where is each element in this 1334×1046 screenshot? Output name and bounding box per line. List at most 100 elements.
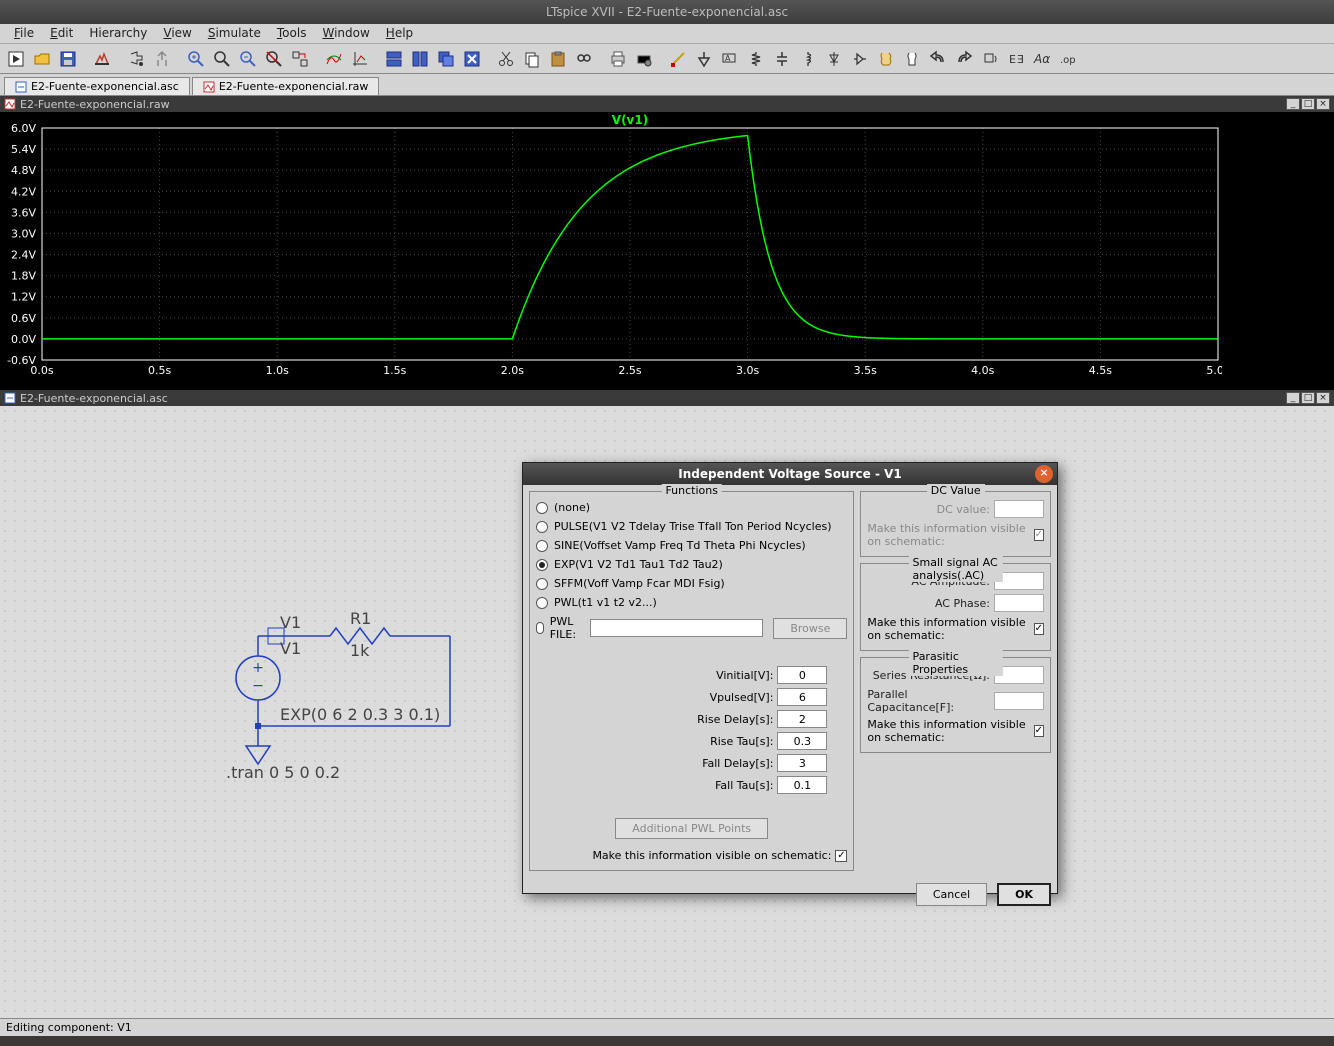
autorange-icon[interactable]: [288, 47, 312, 71]
redo-icon[interactable]: [952, 47, 976, 71]
open-icon[interactable]: [30, 47, 54, 71]
cut-icon[interactable]: [494, 47, 518, 71]
dialog-close-icon[interactable]: ×: [1035, 465, 1053, 483]
dc-value-input[interactable]: [994, 500, 1044, 518]
control-panel-icon[interactable]: [90, 47, 114, 71]
component-icon[interactable]: [848, 47, 872, 71]
ok-button[interactable]: OK: [997, 883, 1051, 906]
function-radio-0[interactable]: (none): [536, 498, 847, 517]
mirror-icon[interactable]: EE: [1004, 47, 1028, 71]
menu-edit[interactable]: Edit: [42, 24, 81, 43]
radio-icon[interactable]: [536, 540, 548, 552]
menu-file[interactable]: File: [6, 24, 42, 43]
menu-simulate[interactable]: Simulate: [200, 24, 269, 43]
param-input-2[interactable]: [777, 710, 827, 728]
inductor-icon[interactable]: [796, 47, 820, 71]
cancel-button[interactable]: Cancel: [916, 883, 987, 906]
browse-button[interactable]: Browse: [773, 618, 847, 639]
radio-icon[interactable]: [536, 559, 548, 571]
param-input-0[interactable]: [777, 666, 827, 684]
tab-asc[interactable]: E2-Fuente-exponencial.asc: [4, 77, 190, 95]
function-radio-6[interactable]: PWL FILE:Browse: [536, 612, 847, 644]
parallel-c-input[interactable]: [994, 692, 1044, 710]
text-icon[interactable]: Aα: [1030, 47, 1054, 71]
tab-raw[interactable]: E2-Fuente-exponencial.raw: [192, 77, 380, 95]
radio-icon[interactable]: [536, 622, 544, 634]
close-window-icon[interactable]: [460, 47, 484, 71]
function-radio-5[interactable]: PWL(t1 v1 t2 v2...): [536, 593, 847, 612]
param-label: Rise Tau[s]:: [710, 735, 773, 748]
param-row-3: Rise Tau[s]:: [536, 730, 827, 752]
tile-windows-v-icon[interactable]: [408, 47, 432, 71]
paste-icon[interactable]: [546, 47, 570, 71]
svg-text:1.2V: 1.2V: [11, 291, 36, 304]
new-schematic-icon[interactable]: [4, 47, 28, 71]
pan-icon[interactable]: [210, 47, 234, 71]
ground-icon[interactable]: [692, 47, 716, 71]
drag-icon[interactable]: [900, 47, 924, 71]
rotate-icon[interactable]: [978, 47, 1002, 71]
spice-directive-icon[interactable]: .op: [1056, 47, 1080, 71]
param-input-3[interactable]: [777, 732, 827, 750]
zoom-fit-icon[interactable]: [262, 47, 286, 71]
ac-legend: Small signal AC analysis(.AC): [909, 556, 1003, 582]
menu-tools[interactable]: Tools: [269, 24, 315, 43]
move-icon[interactable]: [874, 47, 898, 71]
menu-window[interactable]: Window: [314, 24, 377, 43]
print-setup-icon[interactable]: [632, 47, 656, 71]
diode-icon[interactable]: [822, 47, 846, 71]
radio-icon[interactable]: [536, 597, 548, 609]
autorange-y-icon[interactable]: [348, 47, 372, 71]
function-radio-3[interactable]: EXP(V1 V2 Td1 Tau1 Td2 Tau2): [536, 555, 847, 574]
svg-text:3.6V: 3.6V: [11, 206, 36, 219]
dialog-titlebar[interactable]: Independent Voltage Source - V1 ×: [523, 463, 1057, 485]
function-radio-1[interactable]: PULSE(V1 V2 Tdelay Trise Tfall Ton Perio…: [536, 517, 847, 536]
radio-icon[interactable]: [536, 578, 548, 590]
maximize-icon[interactable]: □: [1301, 98, 1315, 110]
copy-icon[interactable]: [520, 47, 544, 71]
tile-windows-icon[interactable]: [382, 47, 406, 71]
para-visible-checkbox[interactable]: ✓: [1034, 725, 1044, 737]
pwl-file-input[interactable]: [590, 619, 763, 637]
save-icon[interactable]: [56, 47, 80, 71]
print-icon[interactable]: [606, 47, 630, 71]
menu-hierarchy[interactable]: Hierarchy: [81, 24, 155, 43]
minimize-icon[interactable]: _: [1286, 98, 1300, 110]
param-input-4[interactable]: [777, 754, 827, 772]
function-radio-2[interactable]: SINE(Voffset Vamp Freq Td Theta Phi Ncyc…: [536, 536, 847, 555]
param-input-1[interactable]: [777, 688, 827, 706]
dc-value-label: DC value:: [937, 503, 990, 516]
additional-pwl-button[interactable]: Additional PWL Points: [615, 818, 768, 839]
make-visible-checkbox[interactable]: ✓: [835, 850, 847, 862]
function-radio-4[interactable]: SFFM(Voff Vamp Fcar MDI Fsig): [536, 574, 847, 593]
close-pane-icon[interactable]: ×: [1316, 98, 1330, 110]
radio-icon[interactable]: [536, 521, 548, 533]
waveform-plot[interactable]: 6.0V5.4V4.8V4.2V3.6V3.0V2.4V1.8V1.2V0.6V…: [0, 112, 1334, 390]
radio-icon[interactable]: [536, 502, 548, 514]
param-input-5[interactable]: [777, 776, 827, 794]
schematic-canvas[interactable]: +−V1V1R11kEXP(0 6 2 0.3 3 0.1).tran 0 5 …: [0, 406, 1334, 1018]
halt-icon[interactable]: [150, 47, 174, 71]
svg-text:V1: V1: [280, 639, 301, 658]
undo-icon[interactable]: [926, 47, 950, 71]
menu-help[interactable]: Help: [378, 24, 421, 43]
maximize-icon[interactable]: □: [1301, 392, 1315, 404]
param-label: Fall Delay[s]:: [702, 757, 773, 770]
pick-visible-traces-icon[interactable]: [322, 47, 346, 71]
find-icon[interactable]: [572, 47, 596, 71]
param-label: Rise Delay[s]:: [697, 713, 773, 726]
menu-view[interactable]: View: [155, 24, 199, 43]
zoom-out-icon[interactable]: [236, 47, 260, 71]
draw-wire-icon[interactable]: [666, 47, 690, 71]
zoom-in-icon[interactable]: [184, 47, 208, 71]
cascade-windows-icon[interactable]: [434, 47, 458, 71]
run-icon[interactable]: [124, 47, 148, 71]
close-pane-icon[interactable]: ×: [1316, 392, 1330, 404]
capacitor-icon[interactable]: [770, 47, 794, 71]
minimize-icon[interactable]: _: [1286, 392, 1300, 404]
ac-visible-checkbox[interactable]: ✓: [1034, 623, 1044, 635]
label-net-icon[interactable]: A: [718, 47, 742, 71]
dc-visible-checkbox[interactable]: ✓: [1034, 529, 1044, 541]
ac-phase-input[interactable]: [994, 594, 1044, 612]
resistor-icon[interactable]: [744, 47, 768, 71]
